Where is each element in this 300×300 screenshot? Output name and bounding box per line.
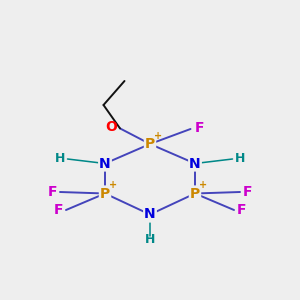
Text: H: H	[55, 152, 65, 166]
Text: N: N	[189, 157, 201, 170]
Text: F: F	[48, 185, 57, 199]
Text: N: N	[99, 157, 111, 170]
Text: P: P	[100, 187, 110, 200]
Text: +: +	[199, 180, 208, 190]
Text: F: F	[54, 203, 63, 217]
Text: F: F	[237, 203, 246, 217]
Text: +: +	[109, 180, 118, 190]
Text: P: P	[145, 137, 155, 151]
Text: P: P	[190, 187, 200, 200]
Text: F: F	[243, 185, 252, 199]
Text: H: H	[145, 232, 155, 246]
Text: O: O	[105, 120, 117, 134]
Text: +: +	[154, 130, 163, 141]
Text: F: F	[195, 121, 204, 134]
Text: H: H	[235, 152, 245, 166]
Text: N: N	[144, 208, 156, 221]
